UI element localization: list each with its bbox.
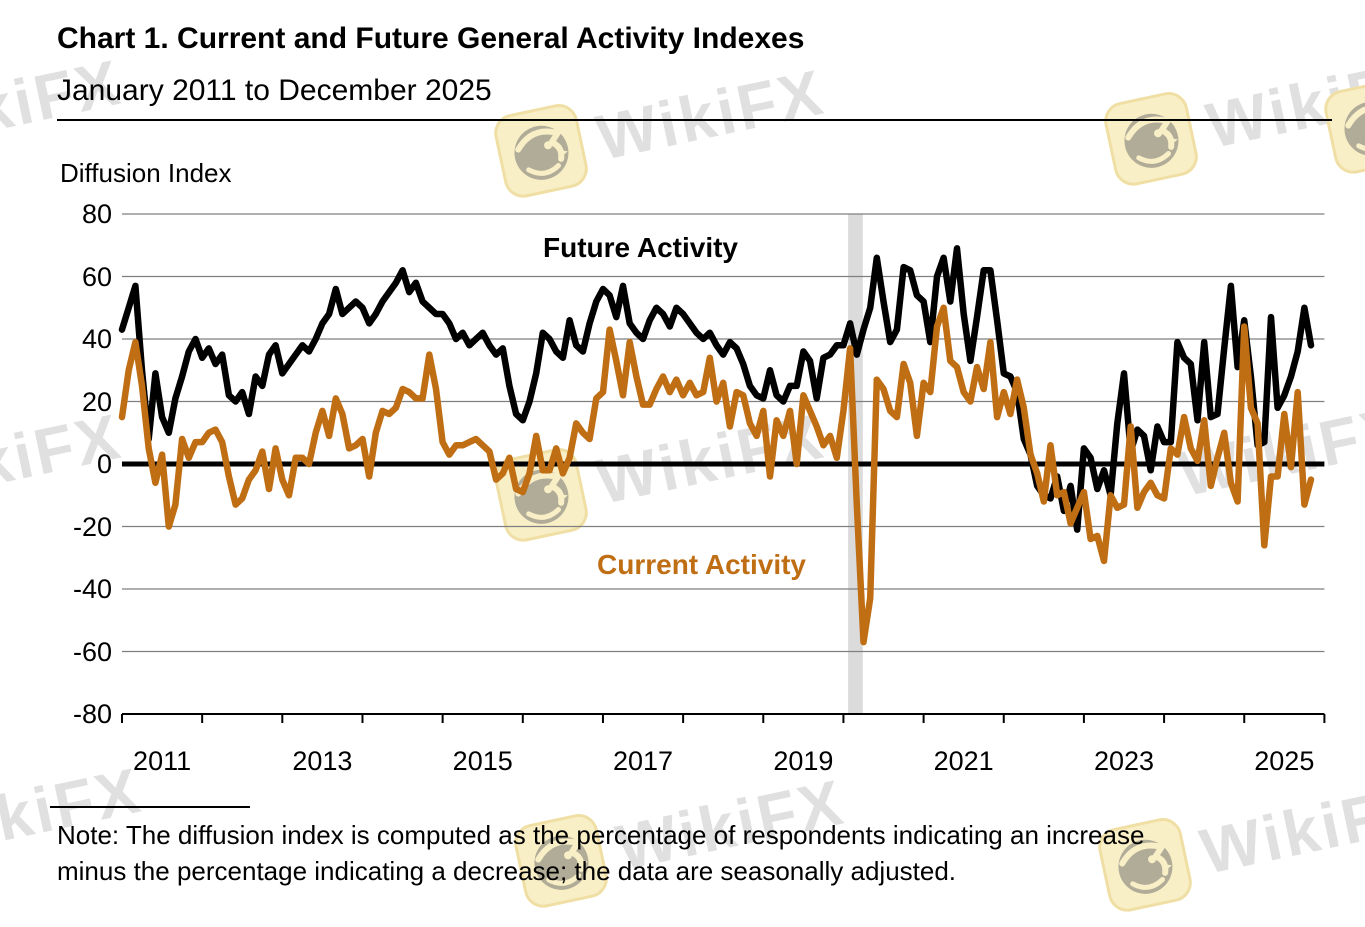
- current-activity-label: Current Activity: [597, 549, 807, 580]
- x-tick-label: 2015: [452, 746, 513, 776]
- x-tick-label: 2011: [133, 746, 192, 776]
- y-tick-label: 80: [81, 199, 112, 229]
- x-tick-label: 2017: [612, 746, 674, 776]
- y-tick-label: 0: [96, 449, 112, 479]
- title-underline: [57, 119, 1332, 121]
- x-tick-label: 2023: [1093, 746, 1155, 776]
- y-tick-label: 60: [81, 261, 112, 292]
- y-tick-label: -60: [72, 636, 112, 667]
- chart-title: Chart 1. Current and Future General Acti…: [57, 22, 805, 55]
- note-line-1: Note: The diffusion index is computed as…: [57, 820, 1145, 850]
- note-line-2: minus the percentage indicating a decrea…: [57, 856, 957, 886]
- x-tick-label: 2021: [933, 746, 994, 776]
- y-tick-label: -40: [72, 574, 112, 604]
- future-activity-label: Future Activity: [543, 232, 738, 263]
- note-divider: [50, 806, 250, 808]
- x-tick-label: 2025: [1254, 746, 1315, 776]
- y-tick-label: -80: [72, 699, 112, 729]
- y-tick-label: 20: [81, 386, 112, 417]
- series-future-activity: [118, 245, 1315, 533]
- chart-subtitle: January 2011 to December 2025: [57, 74, 492, 107]
- x-tick-label: 2013: [292, 746, 353, 776]
- y-tick-label: 40: [81, 324, 112, 354]
- y-tick-label: -20: [72, 511, 112, 542]
- x-tick-label: 2019: [773, 746, 834, 776]
- series-current-activity: [118, 304, 1315, 646]
- y-axis-title: Diffusion Index: [60, 158, 232, 188]
